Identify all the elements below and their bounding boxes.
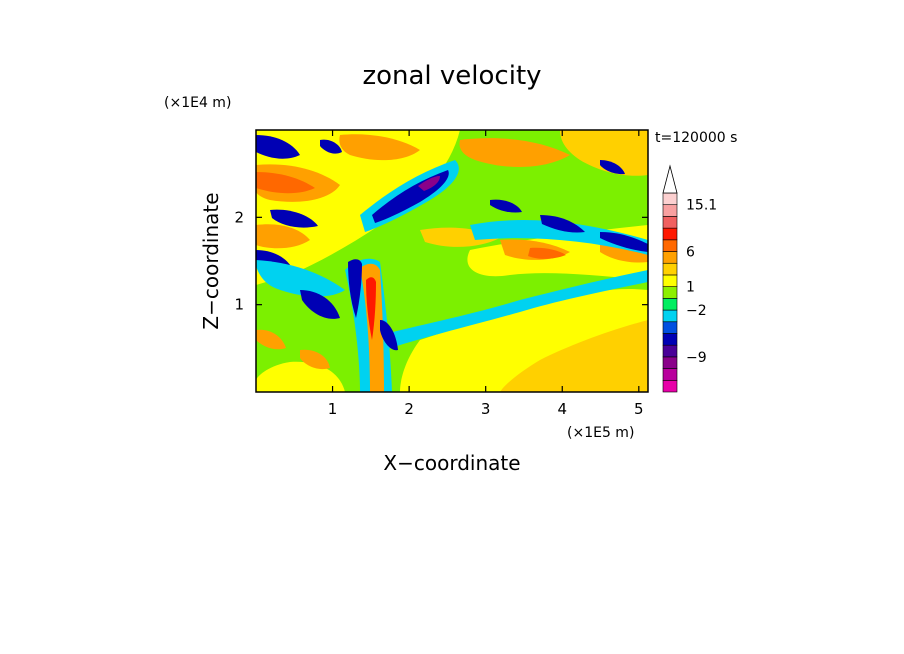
- field-region: [256, 130, 460, 285]
- field-region: [300, 290, 340, 319]
- field-region: [256, 260, 345, 297]
- colorbar-label: −2: [686, 303, 707, 319]
- chart-title: zonal velocity: [362, 61, 541, 91]
- colorbar: −9 −2 1 6 15.1: [662, 164, 717, 393]
- field-region: [560, 130, 648, 176]
- field-region: [528, 247, 566, 259]
- y-tick-label: 2: [234, 208, 244, 226]
- field-region: [490, 199, 522, 213]
- field-region: [366, 277, 376, 340]
- field-region: [256, 361, 345, 392]
- colorbar-label: 1: [686, 280, 695, 296]
- x-tick-label: 2: [404, 400, 414, 418]
- colorbar-level: [662, 227, 678, 241]
- colorbar-level: [662, 379, 678, 393]
- field-region: [540, 215, 585, 233]
- field-region: [339, 134, 420, 161]
- colorbar-level: [662, 204, 678, 217]
- colorbar-extend-arrow: [662, 164, 678, 194]
- field-region: [380, 320, 398, 351]
- y-axis-label: Z−coordinate: [199, 192, 223, 329]
- x-tick-label: 3: [481, 400, 491, 418]
- field-region: [256, 135, 300, 159]
- colorbar-level: [662, 239, 678, 252]
- colorbar-level: [662, 251, 678, 264]
- x-tick-label: 5: [634, 400, 644, 418]
- field-region: [348, 259, 362, 318]
- colorbar-label: 15.1: [686, 198, 717, 214]
- colorbar-level: [662, 321, 678, 334]
- velocity-field: [256, 130, 648, 392]
- x-axis-multiplier: (×1E5 m): [567, 425, 634, 441]
- field-region: [256, 224, 310, 249]
- field-region: [459, 138, 570, 167]
- y-tick-label: 1: [234, 296, 244, 314]
- plot-frame: [255, 129, 649, 393]
- colorbar-level: [662, 298, 678, 311]
- field-region: [320, 139, 342, 154]
- field-region: [600, 232, 648, 252]
- colorbar-level: [662, 262, 678, 276]
- colorbar-level: [662, 286, 678, 299]
- field-region: [600, 160, 625, 175]
- field-region: [300, 349, 330, 370]
- x-tick-label: 1: [328, 400, 338, 418]
- colorbar-level: [662, 309, 678, 323]
- x-axis-label: X−coordinate: [383, 451, 520, 475]
- colorbar-level: [662, 333, 678, 346]
- colorbar-label: 6: [686, 245, 695, 261]
- colorbar-label: −9: [686, 350, 707, 366]
- x-tick-label: 4: [557, 400, 567, 418]
- field-region: [256, 172, 315, 194]
- y-axis-multiplier: (×1E4 m): [164, 95, 231, 111]
- field-region: [270, 209, 318, 228]
- field-region: [470, 220, 648, 255]
- colorbar-level: [662, 368, 678, 381]
- colorbar-level: [662, 274, 678, 287]
- field-region: [418, 176, 440, 191]
- time-label: t=120000 s: [655, 130, 737, 146]
- axis-ticks: 1 2 3 4 5 1 2: [234, 130, 648, 418]
- field-region: [500, 320, 648, 392]
- field-region: [380, 270, 648, 350]
- colorbar-level: [662, 344, 678, 358]
- colorbar-level: [662, 192, 678, 206]
- field-region: [256, 329, 286, 350]
- colorbar-level: [662, 356, 678, 369]
- colorbar-level: [662, 216, 678, 229]
